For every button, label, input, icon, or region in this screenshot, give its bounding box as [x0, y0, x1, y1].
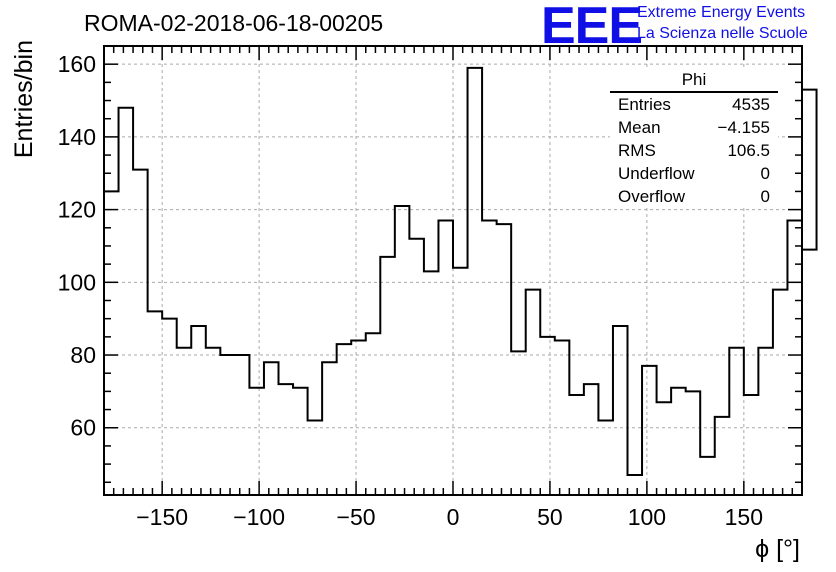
histogram-line [104, 66, 818, 477]
y-tick-label: 140 [58, 124, 96, 150]
y-axis-label: Entries/bin [10, 40, 38, 158]
stats-label: Mean [618, 118, 661, 137]
stats-row: Entries 4535 [610, 93, 778, 116]
stats-row: RMS 106.5 [610, 139, 778, 162]
x-tick-label: 50 [537, 504, 563, 530]
x-axis-label: ϕ [°] [755, 535, 800, 563]
stats-label: Underflow [618, 164, 695, 183]
stats-value: 4535 [732, 95, 770, 114]
stats-label: Overflow [618, 187, 686, 206]
stats-row: Overflow 0 [610, 185, 778, 208]
stats-value: 0 [760, 164, 770, 183]
stats-label: RMS [618, 141, 656, 160]
stats-value: −4.155 [717, 118, 770, 137]
x-tick-label: 100 [628, 504, 666, 530]
chart-title: ROMA-02-2018-06-18-00205 [84, 10, 384, 36]
y-tick-label: 120 [58, 197, 96, 223]
y-tick-label: 60 [70, 415, 96, 441]
stats-row: Underflow 0 [610, 162, 778, 185]
stats-label: Entries [618, 95, 671, 114]
axis-ticks [104, 45, 802, 495]
stats-value: 106.5 [727, 141, 770, 160]
stats-row: Mean −4.155 [610, 116, 778, 139]
x-tick-label: −50 [337, 504, 376, 530]
eee-logo: EEE [541, 0, 643, 55]
y-tick-label: 100 [58, 269, 96, 295]
x-tick-label: −100 [233, 504, 285, 530]
x-tick-label: −150 [136, 504, 188, 530]
tick-labels: −150 −100 −50 0 50 100 150 60 80 100 120 140 160 [58, 51, 763, 530]
stats-box: Phi Entries 4535 Mean −4.155 RMS 106.5 Underfl… [610, 70, 778, 208]
x-tick-label: 0 [447, 504, 460, 530]
logo-line-2: La Scienza nelle Scuole [637, 25, 808, 42]
x-tick-label: 150 [725, 504, 763, 530]
logo-line-1: Extreme Energy Events [637, 4, 806, 21]
y-tick-label: 160 [58, 51, 96, 77]
y-tick-label: 80 [70, 342, 96, 368]
stats-value: 0 [760, 187, 770, 206]
histogram [104, 66, 818, 477]
stats-title: Phi [610, 70, 778, 93]
